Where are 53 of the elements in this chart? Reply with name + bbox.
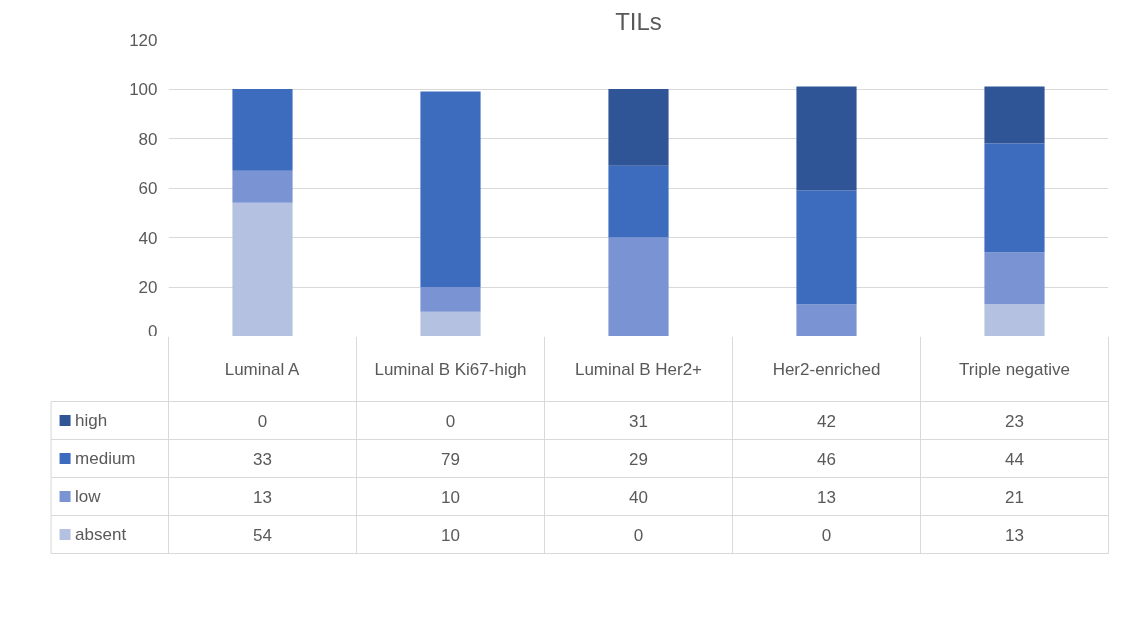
legend-label: absent (75, 525, 127, 544)
data-label: 10 (441, 525, 460, 545)
bar (420, 287, 481, 312)
y-tick-label: 0 (148, 321, 158, 341)
legend-label: high (75, 411, 108, 430)
bar (232, 202, 293, 336)
bar (420, 91, 481, 287)
bar (796, 86, 857, 191)
y-tick-label: 120 (129, 30, 158, 50)
bar (232, 170, 293, 203)
data-label: 13 (1005, 525, 1024, 545)
bar (984, 143, 1045, 253)
data-label: 13 (253, 487, 272, 507)
bar (984, 304, 1045, 336)
data-label: 44 (1005, 449, 1024, 469)
x-tick-label: Triple negative (959, 359, 1070, 379)
data-label: 13 (817, 487, 836, 507)
data-label: 54 (253, 525, 272, 545)
y-tick-label: 60 (138, 179, 158, 198)
data-label: 0 (633, 525, 644, 545)
data-label: 21 (1005, 487, 1024, 507)
legend-label: low (75, 487, 102, 506)
data-label: 0 (445, 411, 456, 431)
data-label: 0 (257, 411, 268, 431)
data-label: 46 (817, 449, 836, 469)
y-tick-label: 20 (138, 278, 158, 297)
data-label: 0 (821, 525, 832, 545)
data-label: 29 (629, 449, 648, 469)
x-tick-label: Luminal A (224, 359, 301, 379)
legend-label: medium (75, 449, 136, 468)
bar (796, 304, 857, 336)
bar (984, 86, 1045, 144)
bar (796, 190, 857, 305)
y-tick-label: 80 (138, 129, 158, 149)
bar (232, 89, 293, 171)
chart-title: TILs (615, 7, 662, 35)
data-label: 10 (441, 487, 460, 507)
data-label: 79 (441, 449, 460, 469)
y-tick-label: 100 (129, 80, 158, 99)
data-label: 31 (629, 411, 648, 431)
data-label: 42 (817, 411, 836, 431)
data-label: 33 (253, 449, 272, 469)
data-label: 40 (629, 487, 648, 507)
x-tick-label: Luminal B Ki67-high (374, 359, 527, 379)
x-tick-label: Her2-enriched (772, 359, 881, 379)
bar (608, 89, 669, 166)
x-tick-label: Luminal B Her2+ (574, 359, 703, 379)
bar (608, 165, 669, 238)
data-label: 23 (1005, 411, 1024, 431)
bar (984, 252, 1045, 305)
bar (420, 311, 481, 336)
y-tick-label: 40 (138, 228, 158, 248)
bar (608, 237, 669, 336)
